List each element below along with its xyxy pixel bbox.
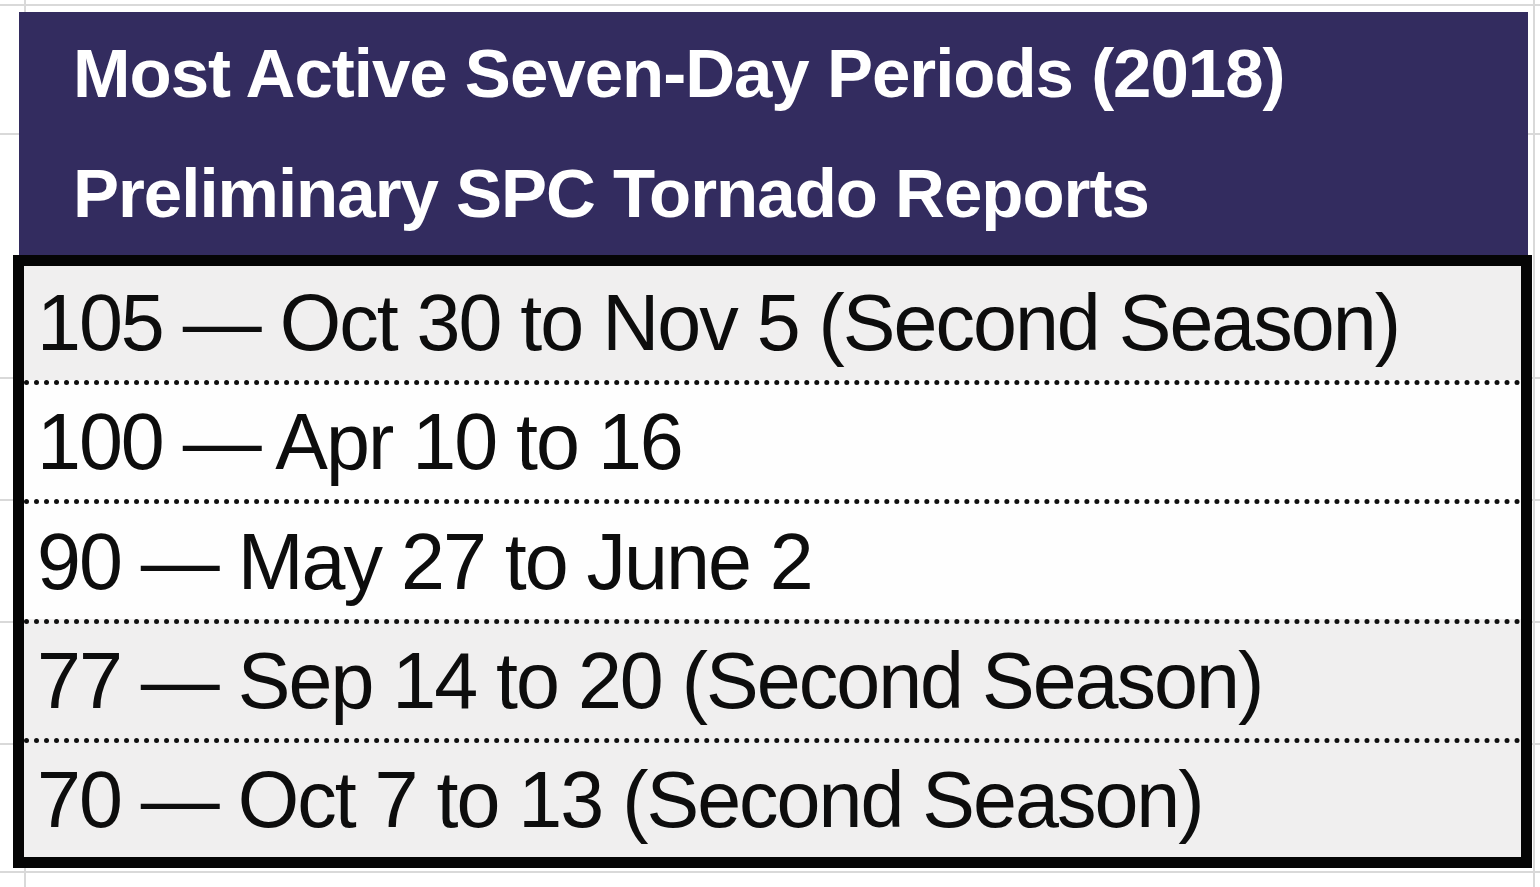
table-row-text: 77 — Sep 14 to 20 (Second Season) — [37, 635, 1262, 727]
table-row-text: 105 — Oct 30 to Nov 5 (Second Season) — [37, 277, 1399, 369]
table-title-line1: Most Active Seven-Day Periods (2018) — [73, 14, 1528, 134]
table-row[interactable]: 90 — May 27 to June 2 — [24, 499, 1521, 618]
table-title-line2: Preliminary SPC Tornado Reports — [73, 134, 1528, 254]
spreadsheet-gridline-horizontal — [0, 4, 1540, 6]
tornado-reports-table: 105 — Oct 30 to Nov 5 (Second Season) 10… — [13, 255, 1532, 868]
table-row[interactable]: 105 — Oct 30 to Nov 5 (Second Season) — [24, 266, 1521, 380]
table-title-cell[interactable]: Most Active Seven-Day Periods (2018) Pre… — [19, 12, 1528, 255]
spreadsheet-gridline-vertical — [1533, 0, 1535, 887]
table-row-text: 70 — Oct 7 to 13 (Second Season) — [37, 754, 1203, 846]
table-row-text: 90 — May 27 to June 2 — [37, 516, 812, 608]
spreadsheet-gridline-horizontal — [0, 871, 1540, 873]
table-row-text: 100 — Apr 10 to 16 — [37, 396, 682, 488]
table-row[interactable]: 70 — Oct 7 to 13 (Second Season) — [24, 738, 1521, 857]
table-row[interactable]: 77 — Sep 14 to 20 (Second Season) — [24, 619, 1521, 738]
table-row[interactable]: 100 — Apr 10 to 16 — [24, 380, 1521, 499]
spreadsheet-canvas: Most Active Seven-Day Periods (2018) Pre… — [0, 0, 1540, 887]
